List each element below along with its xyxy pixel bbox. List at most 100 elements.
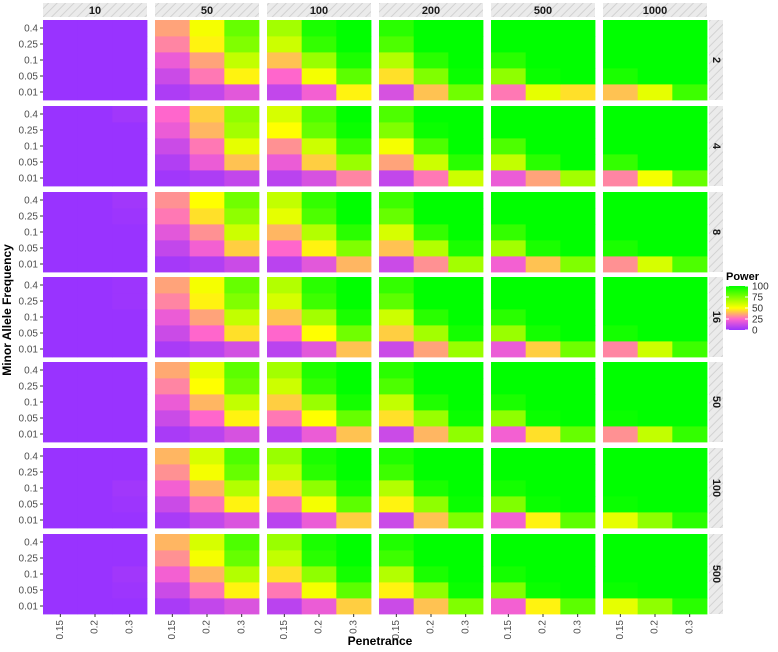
heat-cell bbox=[448, 52, 484, 69]
heat-cell bbox=[413, 410, 449, 427]
heat-cell bbox=[525, 309, 561, 326]
heat-cell bbox=[672, 362, 708, 379]
heat-cell bbox=[525, 512, 561, 529]
heat-cell bbox=[603, 496, 639, 513]
heat-cell bbox=[155, 122, 191, 139]
heat-cell bbox=[603, 598, 639, 615]
heat-cell bbox=[189, 598, 225, 615]
heat-cell bbox=[224, 20, 260, 37]
heat-cell bbox=[267, 208, 303, 225]
heat-cell bbox=[77, 106, 113, 123]
heat-cell bbox=[603, 550, 639, 567]
heat-cell bbox=[491, 192, 527, 209]
heat-cell bbox=[637, 341, 673, 358]
heat-cell bbox=[560, 192, 596, 209]
heat-cell bbox=[301, 293, 337, 310]
heat-cell bbox=[189, 480, 225, 497]
heat-cell bbox=[77, 256, 113, 273]
heat-cell bbox=[379, 325, 415, 342]
heat-cell bbox=[77, 341, 113, 358]
facet-panel-200-500 bbox=[379, 534, 484, 615]
heat-cell bbox=[301, 224, 337, 241]
heat-cell bbox=[672, 378, 708, 395]
legend-colorbar bbox=[726, 286, 748, 330]
heat-cell bbox=[77, 534, 113, 551]
heat-cell bbox=[603, 341, 639, 358]
heat-cell bbox=[267, 426, 303, 443]
heat-cell bbox=[155, 52, 191, 69]
heat-cell bbox=[379, 426, 415, 443]
heat-cell bbox=[413, 426, 449, 443]
heat-cell bbox=[155, 582, 191, 599]
heat-cell bbox=[77, 394, 113, 411]
y-tick-label: 0.25 bbox=[19, 468, 39, 479]
heat-cell bbox=[637, 84, 673, 101]
y-tick-label: 0.25 bbox=[19, 40, 39, 51]
x-axis-ticks: 0.15 0.2 0.3 0.15 0.2 0.3 0.15 0.2 0.3 0.15 0.2 0.3… bbox=[55, 614, 695, 639]
heat-cell bbox=[637, 36, 673, 53]
x-tick-label: 0.3 bbox=[124, 620, 135, 634]
heat-cell bbox=[491, 309, 527, 326]
heat-cell bbox=[336, 68, 372, 85]
y-tick-label: 0.01 bbox=[19, 516, 39, 527]
x-tick-label: 0.2 bbox=[314, 620, 325, 634]
heat-cell bbox=[43, 106, 79, 123]
heat-cell bbox=[336, 122, 372, 139]
heat-cell bbox=[43, 496, 79, 513]
heat-cell bbox=[43, 394, 79, 411]
heat-cell bbox=[491, 341, 527, 358]
heat-cell bbox=[267, 534, 303, 551]
heat-cell bbox=[155, 208, 191, 225]
heat-cell bbox=[448, 550, 484, 567]
y-axis-title: Minor Allele Frequency bbox=[0, 244, 14, 376]
heat-cell bbox=[525, 256, 561, 273]
heat-cell bbox=[77, 309, 113, 326]
heat-cell bbox=[77, 426, 113, 443]
heat-cell bbox=[301, 362, 337, 379]
facet-panel-200-50 bbox=[379, 362, 484, 443]
heat-cell bbox=[448, 410, 484, 427]
heat-cell bbox=[224, 534, 260, 551]
heat-cell bbox=[560, 394, 596, 411]
heat-cell bbox=[336, 448, 372, 465]
heat-cell bbox=[603, 410, 639, 427]
heat-cell bbox=[301, 550, 337, 567]
heat-cell bbox=[448, 598, 484, 615]
heat-cell bbox=[379, 170, 415, 187]
heat-cell bbox=[77, 154, 113, 171]
heat-cell bbox=[224, 256, 260, 273]
heat-cell bbox=[301, 36, 337, 53]
heat-cell bbox=[189, 550, 225, 567]
heat-cell bbox=[672, 52, 708, 69]
heat-cell bbox=[491, 394, 527, 411]
heat-cell bbox=[112, 341, 148, 358]
heat-cell bbox=[224, 426, 260, 443]
x-tick-label: 0.2 bbox=[650, 620, 661, 634]
heat-cell bbox=[224, 68, 260, 85]
heat-cell bbox=[525, 277, 561, 294]
heat-cell bbox=[491, 378, 527, 395]
heat-cell bbox=[448, 208, 484, 225]
heat-cell bbox=[155, 394, 191, 411]
y-tick-label: 0.01 bbox=[19, 174, 39, 185]
heat-cell bbox=[603, 36, 639, 53]
heat-cell bbox=[672, 566, 708, 583]
heat-cell bbox=[672, 68, 708, 85]
heat-cell bbox=[189, 20, 225, 37]
heat-cell bbox=[413, 448, 449, 465]
heat-cell bbox=[560, 240, 596, 257]
facet-panel-100-4 bbox=[267, 106, 372, 187]
heat-cell bbox=[413, 464, 449, 481]
heat-cell bbox=[603, 224, 639, 241]
heat-cell bbox=[224, 598, 260, 615]
heat-cell bbox=[525, 464, 561, 481]
heat-cell bbox=[525, 20, 561, 37]
heat-cell bbox=[603, 378, 639, 395]
heat-cell bbox=[637, 534, 673, 551]
heat-cell bbox=[112, 582, 148, 599]
heat-cell bbox=[603, 68, 639, 85]
heat-cell bbox=[413, 138, 449, 155]
heat-cell bbox=[637, 512, 673, 529]
facet-panel-10-500 bbox=[43, 534, 148, 615]
heat-cell bbox=[448, 325, 484, 342]
